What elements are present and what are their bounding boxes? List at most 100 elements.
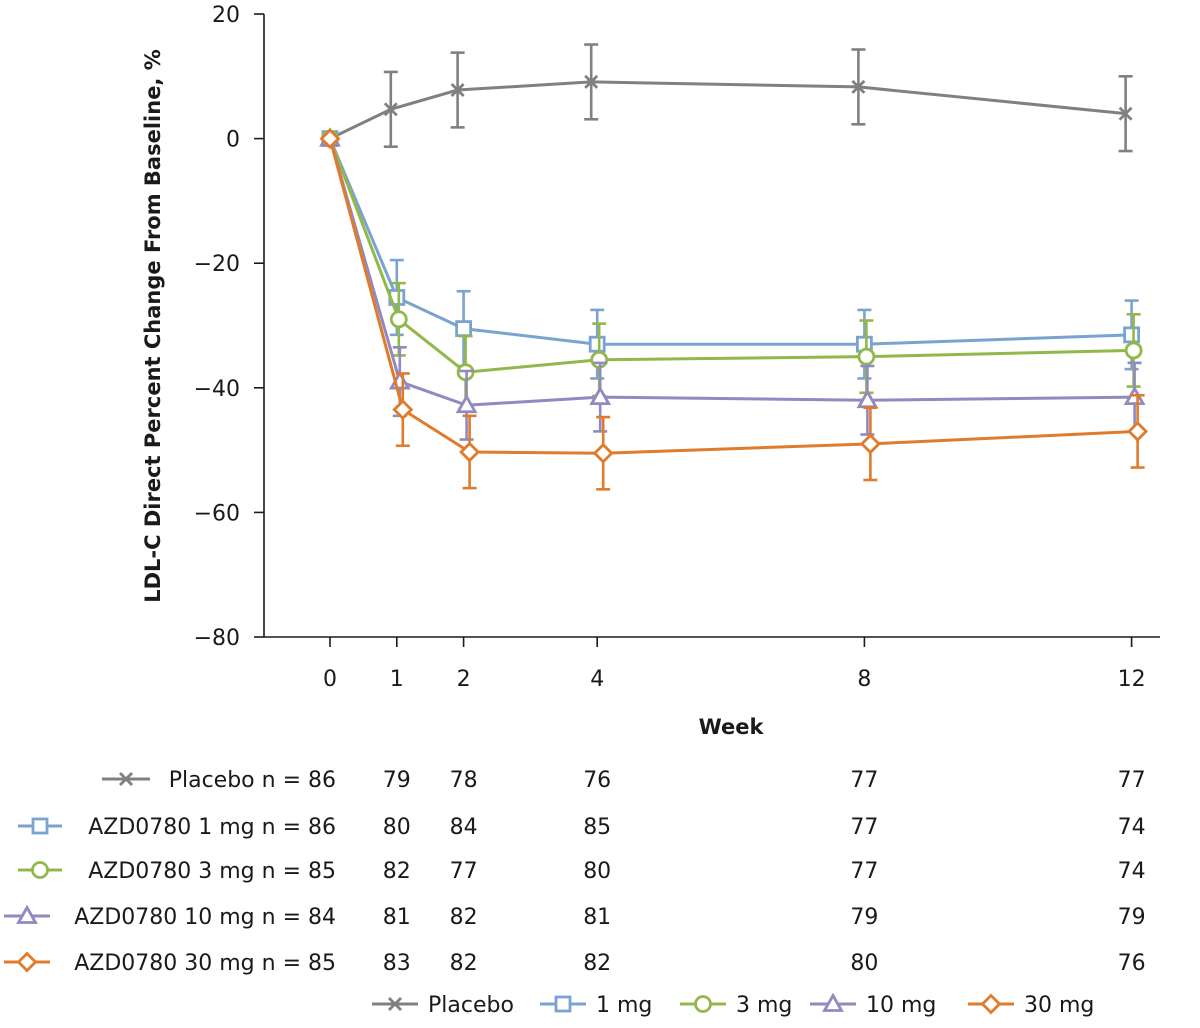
marker-shape [822,992,844,1012]
marker-shape [588,335,606,353]
count-value: 76 [1118,951,1146,976]
count-value: 84 [450,815,478,840]
count-value: 82 [383,859,411,884]
count-value: 80 [383,815,411,840]
counts-row-label: Placebo n = 86 [169,768,336,793]
count-value: 82 [450,905,478,930]
legend-marker [694,995,712,1013]
marker-shape [554,995,572,1013]
legend-label: Placebo [428,993,514,1018]
x-tick-label: 12 [1118,667,1146,692]
marker-stroke [1118,106,1133,121]
count-value: 74 [1118,859,1146,884]
legend-label: 30 mg [1024,993,1094,1018]
marker-shape [592,442,614,464]
counts-row-marker [119,772,133,786]
data-point [851,79,866,94]
data-point [383,102,398,117]
count-value: 78 [450,768,478,793]
axes: 200−20−40−60−800 1 2 4 8 12 [194,3,1160,692]
data-point [389,310,408,329]
counts-row-marker [16,951,38,973]
count-value: 82 [583,951,611,976]
x-tick-label: 0 [323,667,337,692]
count-value: 77 [1118,768,1146,793]
marker-shape [389,310,408,329]
y-tick-label: −60 [194,501,240,526]
count-value: 77 [450,859,478,884]
series-line [328,138,1135,407]
legend-label: 1 mg [596,993,652,1018]
x-tick-label: 4 [590,667,604,692]
counts-row: Placebo n = 86 79 78 76 77 77 [102,768,1146,793]
x-tick-label: 1 [390,667,404,692]
marker-stroke [450,83,465,97]
data-point [584,74,599,89]
legend-marker [822,992,844,1012]
marker-shape [1124,341,1143,360]
data-point [859,433,881,455]
legend-item: 30 mg [968,993,1094,1018]
marker-stroke [388,997,402,1011]
count-value: 83 [383,951,411,976]
marker-shape [589,385,612,406]
counts-row-marker [16,904,38,924]
legend-marker [388,997,402,1011]
count-value: 77 [850,859,878,884]
marker-stroke [584,74,599,89]
x-tick-label: 2 [457,667,471,692]
counts-row-label: AZD0780 30 mg n = 85 [74,951,336,976]
legend-item: 10 mg [810,992,936,1018]
y-tick-label: −40 [194,377,240,402]
marker-shape [16,951,38,973]
marker-shape [459,441,481,463]
y-tick-label: −80 [194,626,240,651]
x-axis-title: Week [699,715,765,739]
legend: Placebo 1 mg 3 mg 10 mg 30 mg [372,992,1094,1018]
data-point [459,441,481,463]
series-10-mg [319,127,1146,441]
legend-item: 3 mg [680,993,792,1018]
y-tick-label: −20 [194,252,240,277]
marker-shape [857,347,876,366]
series-layer [319,43,1149,491]
data-point [857,347,876,366]
count-value: 79 [1118,905,1146,930]
marker-shape [16,904,38,924]
legend-marker [980,993,1002,1015]
data-point [589,385,612,406]
data-point [588,335,606,353]
marker-shape [31,861,49,879]
series-1-mg [321,130,1140,380]
marker-stroke [851,79,866,94]
data-point [450,83,465,97]
count-value: 79 [850,905,878,930]
data-point [1124,341,1143,360]
series-30-mg [319,128,1149,491]
data-point [319,128,341,150]
y-tick-label: 20 [212,3,240,28]
count-value: 74 [1118,815,1146,840]
data-point [455,320,473,338]
y-tick-label: 0 [226,128,240,153]
x-tick-label: 8 [857,667,871,692]
series-3-mg [321,129,1143,410]
series-line [328,138,1138,455]
count-value: 77 [850,768,878,793]
marker-shape [694,995,712,1013]
series-line [328,138,1134,374]
counts-row: AZD0780 3 mg n = 85 82 77 80 77 74 [18,859,1146,884]
counts-row-label: AZD0780 3 mg n = 85 [88,859,336,884]
marker-shape [1127,420,1149,442]
counts-row: AZD0780 10 mg n = 84 81 82 81 79 79 [4,904,1146,930]
count-value: 76 [583,768,611,793]
data-point [592,442,614,464]
marker-shape [859,433,881,455]
marker-shape [392,399,414,421]
count-value: 85 [583,815,611,840]
data-point [1123,326,1140,344]
count-value: 81 [383,905,411,930]
series-line [328,138,1132,346]
